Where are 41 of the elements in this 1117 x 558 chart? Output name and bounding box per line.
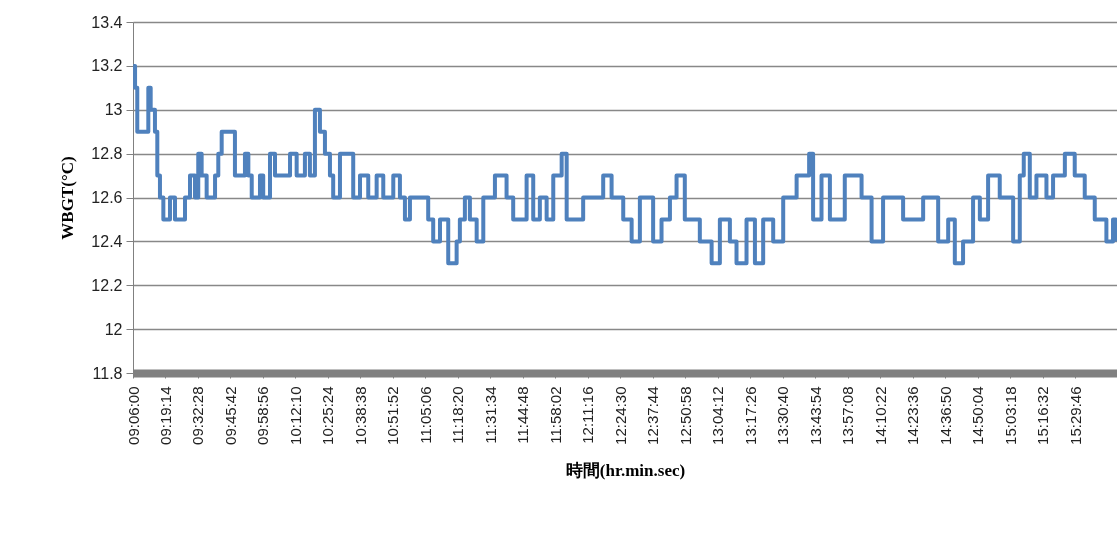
x-tick-label: 09:58:56 — [254, 386, 272, 445]
x-tick-label: 12:11:16 — [579, 386, 597, 444]
x-tick-label: 09:19:14 — [156, 386, 174, 445]
x-tick-label: 13:30:40 — [774, 386, 792, 445]
x-tick-label: 10:38:38 — [351, 386, 369, 445]
y-tick-label: 13.2 — [91, 57, 123, 75]
x-tick-label: 15:16:32 — [1034, 386, 1052, 445]
x-tick-label: 14:23:36 — [904, 386, 922, 445]
x-tick-label: 10:12:10 — [286, 386, 304, 445]
x-tick-label: 09:06:00 — [124, 386, 142, 445]
y-tick-label: 11.8 — [92, 364, 123, 382]
x-tick-label: 09:45:42 — [221, 386, 239, 445]
x-tick-label: 14:10:22 — [871, 386, 889, 445]
y-tick-label: 12.6 — [91, 189, 123, 206]
x-tick-label: 15:03:18 — [1001, 386, 1019, 445]
x-tick-label: 11:31:34 — [481, 386, 499, 444]
x-tick-label: 11:18:20 — [449, 386, 467, 444]
x-tick-label: 14:50:04 — [969, 386, 987, 445]
x-tick-label: 11:44:48 — [514, 386, 532, 444]
x-tick-label: 10:25:24 — [319, 386, 337, 445]
x-tick-label: 13:04:12 — [709, 386, 727, 445]
y-tick-label: 13 — [104, 101, 123, 119]
y-tick-label: 12.2 — [91, 276, 123, 294]
x-tick-label: 14:36:50 — [936, 386, 954, 445]
y-tick-label: 12.8 — [91, 145, 123, 163]
x-tick-label: 13:57:08 — [839, 386, 857, 445]
y-tick-label: 13.4 — [91, 13, 123, 31]
x-tick-label: 15:29:46 — [1066, 386, 1084, 445]
x-tick-label: 13:43:54 — [806, 386, 824, 445]
y-axis-title: WBGT(°C) — [58, 156, 78, 240]
x-tick-label: 13:17:26 — [741, 386, 759, 445]
x-tick-label: 12:50:58 — [676, 386, 694, 445]
y-tick-label: 12.4 — [91, 232, 123, 250]
x-tick-label: 10:51:52 — [384, 386, 402, 445]
x-axis-title: 時間(hr.min.sec) — [565, 460, 686, 480]
x-tick-label: 12:37:44 — [644, 386, 662, 445]
y-tick-label: 12 — [104, 320, 123, 338]
x-tick-label: 11:58:02 — [546, 386, 564, 444]
x-tick-label: 12:24:30 — [611, 386, 629, 445]
x-tick-label: 11:05:06 — [416, 386, 434, 444]
x-tick-label: 09:32:28 — [189, 386, 207, 445]
